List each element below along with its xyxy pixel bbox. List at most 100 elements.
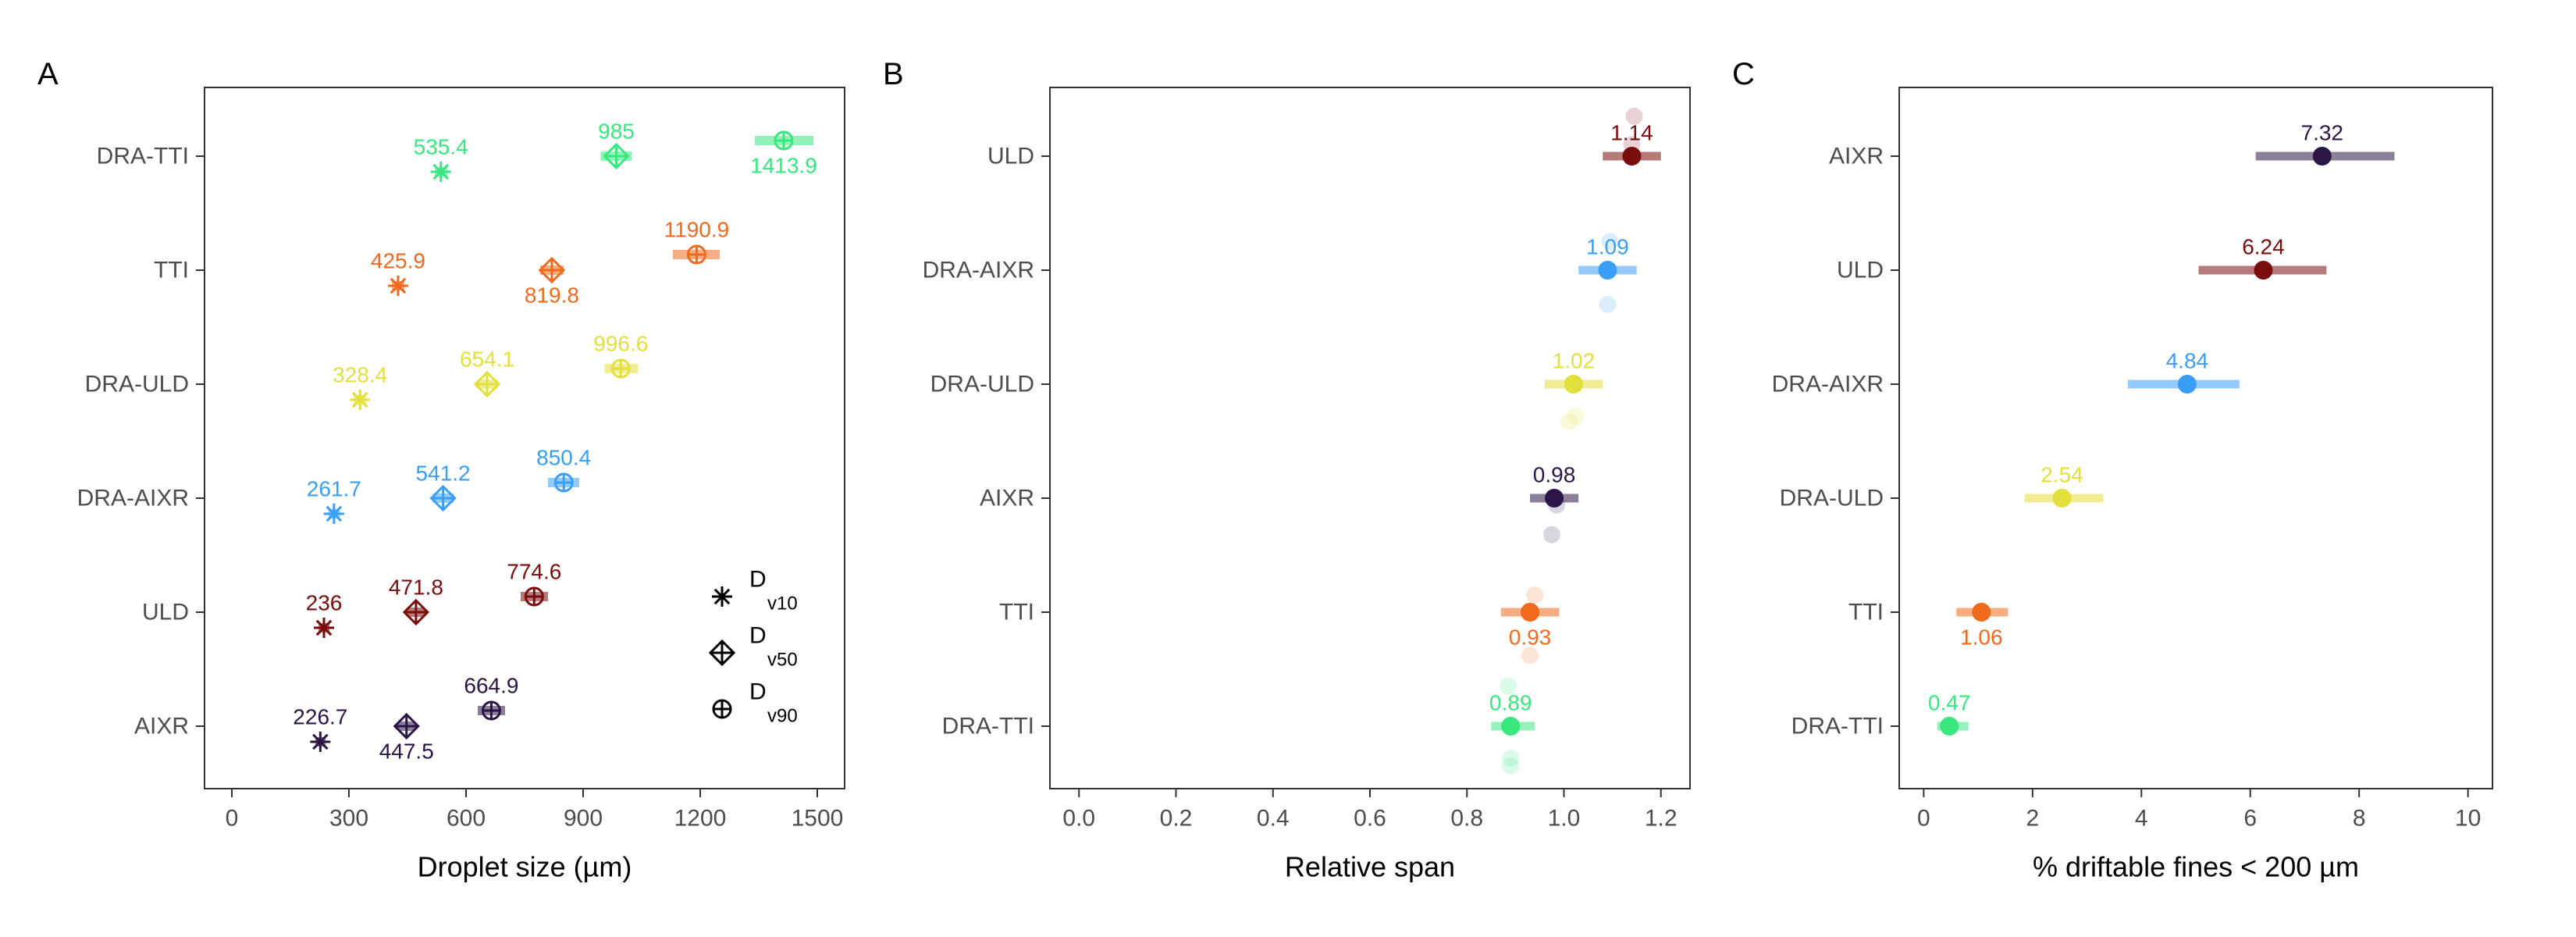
replicate-point — [1521, 647, 1539, 664]
legend-label: D — [749, 623, 767, 649]
x-tick-label: 0.8 — [1450, 806, 1483, 832]
data-label: 0.98 — [1533, 463, 1576, 487]
data-label: 819.8 — [525, 283, 579, 308]
data-label: 1.06 — [1960, 625, 2003, 650]
y-tick-label: DRA-TTI — [942, 714, 1034, 739]
data-label: 6.24 — [2242, 235, 2285, 259]
data-point — [774, 130, 794, 151]
x-tick-label: 4 — [2135, 806, 2148, 832]
panel-label: C — [1732, 57, 1755, 91]
y-tick-label: ULD — [1837, 258, 1884, 283]
replicate-point — [1500, 677, 1517, 695]
data-point — [393, 712, 420, 740]
y-tick-label: DRA-TTI — [97, 144, 189, 169]
y-tick-label: DRA-AIXR — [1772, 372, 1884, 397]
data-label: 4.84 — [2166, 349, 2209, 373]
data-label: 535.4 — [414, 135, 468, 159]
data-point — [1972, 603, 1991, 622]
data-point — [1501, 717, 1521, 736]
data-point — [402, 598, 430, 626]
legend-label: D — [749, 567, 767, 593]
x-tick-label: 900 — [564, 806, 603, 832]
replicate-point — [1526, 586, 1544, 604]
data-point — [603, 142, 630, 170]
replicate-point — [1502, 757, 1520, 775]
x-axis-title: Droplet size (µm) — [418, 851, 632, 883]
data-point — [323, 504, 344, 524]
legend-label-subscript: v90 — [767, 706, 798, 727]
data-label: 654.1 — [460, 347, 514, 372]
x-tick-label: 0.0 — [1062, 806, 1095, 832]
data-label: 1.09 — [1586, 235, 1629, 259]
data-label: 1413.9 — [750, 154, 817, 178]
x-axis-title: % driftable fines < 200 µm — [2033, 851, 2359, 883]
x-tick-label: 0.4 — [1257, 806, 1290, 832]
x-tick-label: 2 — [2026, 806, 2039, 832]
legend-label: D — [749, 679, 767, 705]
plot-frame — [1898, 87, 2493, 789]
x-tick-label: 600 — [447, 806, 486, 832]
data-label: 328.4 — [333, 363, 387, 387]
data-point — [1545, 489, 1564, 508]
data-point — [2254, 261, 2273, 280]
y-tick-label: DRA-AIXR — [923, 258, 1034, 283]
y-tick-label: AIXR — [1829, 144, 1884, 169]
x-tick-label: 1.0 — [1548, 806, 1581, 832]
panel-label: B — [883, 57, 904, 91]
data-point — [481, 700, 501, 721]
data-point — [553, 472, 574, 493]
data-label: 425.9 — [371, 249, 425, 273]
replicate-point — [1560, 413, 1578, 431]
data-label: 0.47 — [1928, 691, 1971, 715]
panel-c-chart: C 0 2 4 6 8 10 % driftable fines < 200 µm AIXR UL… — [1732, 57, 2493, 883]
data-label: 2.54 — [2041, 463, 2083, 487]
data-label: 985 — [598, 119, 635, 144]
data-point — [429, 484, 457, 512]
data-label: 1.14 — [1610, 121, 1653, 145]
x-tick-label: 0 — [226, 806, 239, 832]
data-point — [1598, 261, 1617, 280]
x-tick-label: 0.2 — [1160, 806, 1193, 832]
data-point — [1564, 375, 1583, 394]
legend-label-subscript: v10 — [767, 593, 798, 615]
data-point — [1940, 717, 1959, 736]
data-point — [2312, 147, 2332, 166]
y-tick-label: DRA-ULD — [930, 372, 1034, 397]
y-tick-label: TTI — [999, 600, 1034, 625]
data-point — [2177, 375, 2197, 394]
data-label: 0.89 — [1489, 691, 1532, 715]
x-tick-label: 10 — [2455, 806, 2481, 832]
data-point — [538, 256, 566, 284]
data-point — [1521, 603, 1539, 622]
data-point — [387, 276, 408, 296]
panel-label: A — [37, 57, 59, 91]
data-point — [473, 370, 501, 398]
y-tick-label: DRA-AIXR — [77, 486, 189, 511]
data-point — [524, 586, 544, 607]
y-tick-label: AIXR — [980, 486, 1034, 511]
data-label: 541.2 — [416, 461, 471, 486]
y-tick-label: TTI — [154, 258, 189, 283]
y-tick-label: ULD — [987, 144, 1034, 169]
replicate-point — [1542, 526, 1560, 543]
legend-marker — [712, 699, 732, 719]
data-point — [1622, 147, 1642, 166]
replicate-point — [1502, 749, 1520, 767]
y-tick-label: ULD — [142, 600, 189, 625]
data-label: 664.9 — [464, 674, 518, 698]
y-tick-label: DRA-ULD — [1780, 486, 1884, 511]
x-tick-label: 1500 — [792, 806, 844, 832]
x-tick-label: 1.2 — [1645, 806, 1678, 832]
legend-marker — [712, 586, 732, 607]
data-label: 471.8 — [389, 575, 443, 600]
data-label: 261.7 — [307, 477, 361, 501]
y-tick-label: AIXR — [134, 714, 189, 739]
data-label: 1.02 — [1553, 349, 1596, 373]
legend-marker — [708, 639, 736, 667]
data-label: 236 — [306, 591, 343, 615]
data-point — [430, 162, 451, 182]
panel-a-chart: A 0 300 600 900 1200 1500 Droplet size (µm) DRA-… — [37, 57, 845, 883]
panel-b-chart: B 0.0 0.2 0.4 0.6 0.8 1.0 1.2 Relative span ULD DR… — [883, 57, 1691, 883]
y-tick-label: TTI — [1848, 600, 1884, 625]
